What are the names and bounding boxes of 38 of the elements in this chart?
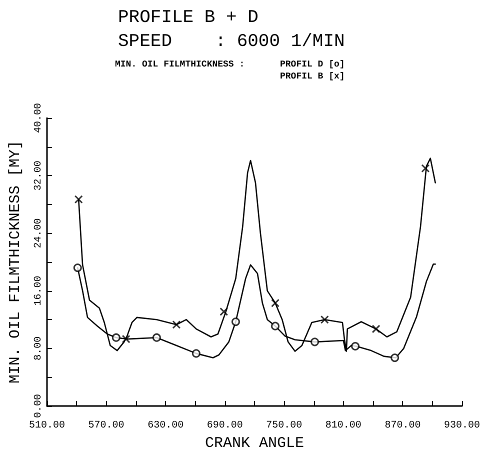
chart-subtitle: SPEED : 6000 1/MIN — [118, 32, 345, 52]
x-tick-label: 750.00 — [266, 420, 302, 432]
point — [152, 333, 161, 342]
y-tick-label: 0.00 — [34, 394, 44, 418]
text: PROFIL D [o] — [280, 60, 345, 70]
point — [351, 342, 360, 350]
point — [122, 334, 130, 344]
point — [73, 264, 82, 272]
point — [390, 354, 400, 362]
y-tick-label: 32.00 — [34, 160, 44, 191]
point — [271, 298, 280, 308]
y-axis-title: MIN. OIL FILMTHICKNESS [MY] — [7, 140, 24, 384]
x-tick-label: 810.00 — [325, 420, 362, 432]
x-tick-label: 690.00 — [206, 420, 243, 432]
point — [220, 307, 228, 316]
y-tick-label: 40.00 — [34, 102, 44, 134]
y-tick-label: 16.00 — [34, 276, 44, 306]
text: MIN. OIL FILMTHICKNESS : — [115, 60, 245, 70]
point — [372, 324, 380, 334]
point — [112, 333, 120, 342]
point — [231, 318, 240, 326]
point — [74, 195, 83, 204]
text: PROFIL B [x] — [280, 72, 345, 82]
x-tick-label: 630.00 — [148, 420, 184, 432]
point — [192, 349, 200, 358]
y-tick-label: 8.00 — [34, 336, 44, 360]
point — [421, 164, 430, 173]
point — [310, 338, 320, 346]
x-tick-label: 930.00 — [444, 420, 480, 432]
x-tick-label: 570.00 — [88, 420, 124, 432]
x-axis-title: CRANK ANGLE — [204, 435, 304, 452]
point — [172, 320, 181, 329]
y-tick-label: 24.00 — [34, 218, 44, 248]
point — [320, 315, 329, 324]
x-tick-label: 510.00 — [28, 420, 66, 432]
point — [271, 322, 280, 330]
chart-title: PROFILE B + D — [118, 8, 258, 28]
x-tick-label: 870.00 — [384, 420, 421, 432]
